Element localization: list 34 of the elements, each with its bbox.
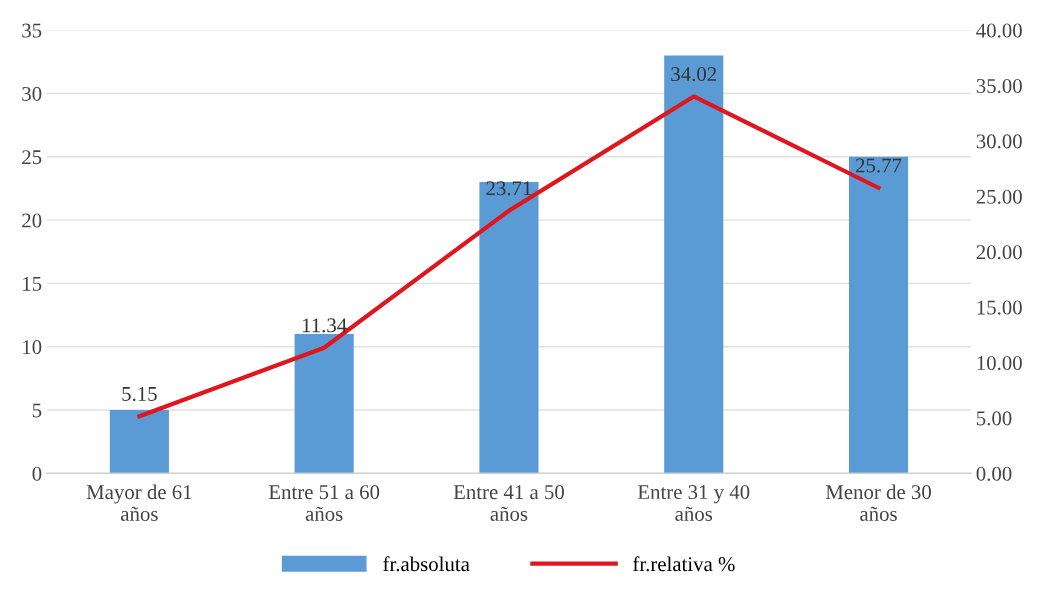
data-label: 23.71 [486, 181, 532, 196]
x-tick-label: Menor de 30 años [825, 484, 931, 521]
y2-tick-label: 35.00 [976, 78, 1022, 94]
data-label: 11.34 [302, 318, 347, 333]
y-tick-label: 0 [32, 466, 42, 481]
x-tick-label: Entre 31 y 40 años [637, 485, 750, 521]
y2-tick-label: 0.00 [976, 466, 1012, 481]
y-tick-label: 35 [22, 23, 42, 38]
y-tick-label: 25 [22, 150, 42, 165]
y-tick-label: 20 [22, 213, 42, 228]
y2-tick-label: 40.00 [976, 23, 1022, 38]
x-tick-label: Mayor de 61 años [86, 484, 192, 521]
data-label: 25.77 [856, 158, 902, 173]
y-tick-label: 30 [22, 86, 42, 101]
y2-tick-label: 20.00 [976, 245, 1022, 260]
bar [109, 410, 169, 474]
bar [479, 182, 539, 474]
bar [848, 156, 909, 474]
y-tick-label: 5 [32, 403, 42, 418]
legend-label: fr.relativa % [633, 556, 735, 572]
y2-tick-label: 10.00 [977, 355, 1022, 371]
y-tick-label: 10 [23, 340, 42, 355]
y2-tick-label: 25.00 [976, 189, 1022, 204]
x-tick-label: Entre 41 a 50 años [453, 485, 564, 521]
data-label: 34.02 [671, 67, 717, 82]
y-tick-label: 15 [23, 276, 42, 291]
x-tick-label: Entre 51 a 60 años [268, 485, 380, 521]
y2-tick-label: 15.00 [977, 300, 1022, 315]
bar [294, 334, 354, 474]
y2-tick-label: 30.00 [976, 134, 1022, 149]
data-label: 5.15 [122, 386, 157, 402]
y2-tick-label: 5.00 [976, 411, 1012, 426]
bar [664, 55, 724, 474]
legend-label: fr.absoluta [383, 556, 470, 572]
